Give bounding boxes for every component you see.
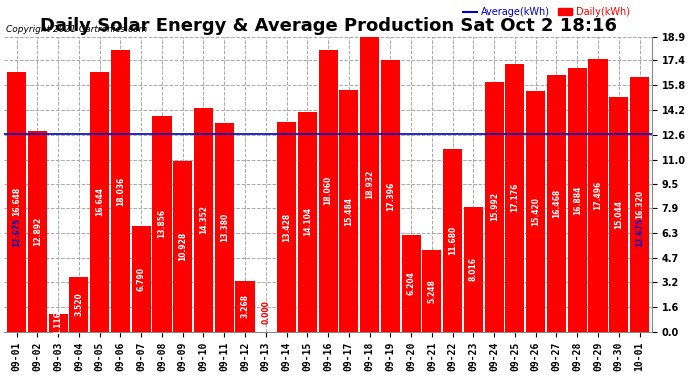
Text: 16.884: 16.884: [573, 185, 582, 215]
Text: 13.856: 13.856: [157, 209, 166, 238]
Text: 5.248: 5.248: [427, 279, 436, 303]
Bar: [235, 281, 255, 332]
Bar: [505, 64, 524, 332]
Bar: [464, 207, 483, 332]
Text: 12.675: 12.675: [635, 218, 644, 248]
Text: 0.000: 0.000: [262, 300, 270, 324]
Text: 13.428: 13.428: [282, 212, 291, 242]
Bar: [484, 82, 504, 332]
Text: 17.496: 17.496: [593, 181, 602, 210]
Bar: [132, 226, 150, 332]
Bar: [298, 112, 317, 332]
Bar: [152, 116, 172, 332]
Bar: [48, 314, 68, 332]
Text: 17.176: 17.176: [511, 183, 520, 212]
Text: 16.320: 16.320: [635, 190, 644, 219]
Text: 15.044: 15.044: [614, 200, 623, 229]
Bar: [568, 68, 586, 332]
Text: 15.484: 15.484: [344, 196, 353, 225]
Text: 15.420: 15.420: [531, 197, 540, 226]
Bar: [526, 91, 545, 332]
Text: 10.928: 10.928: [178, 232, 187, 261]
Text: 6.790: 6.790: [137, 267, 146, 291]
Bar: [402, 235, 421, 332]
Bar: [173, 161, 193, 332]
Text: 17.396: 17.396: [386, 182, 395, 211]
Text: 14.352: 14.352: [199, 205, 208, 234]
Text: 3.520: 3.520: [75, 292, 83, 316]
Bar: [630, 77, 649, 332]
Bar: [7, 72, 26, 332]
Text: 18.932: 18.932: [365, 170, 374, 199]
Text: 18.060: 18.060: [324, 176, 333, 206]
Bar: [70, 277, 88, 332]
Bar: [609, 97, 629, 332]
Text: 15.992: 15.992: [490, 192, 499, 222]
Bar: [339, 90, 358, 332]
Text: 11.680: 11.680: [448, 226, 457, 255]
Text: 12.675: 12.675: [12, 218, 21, 248]
Bar: [215, 123, 234, 332]
Text: 3.268: 3.268: [241, 294, 250, 318]
Text: 6.204: 6.204: [406, 272, 415, 295]
Bar: [443, 150, 462, 332]
Bar: [381, 60, 400, 332]
Bar: [360, 36, 379, 332]
Text: 12.892: 12.892: [33, 216, 42, 246]
Bar: [547, 75, 566, 332]
Text: 16.644: 16.644: [95, 188, 104, 216]
Text: 1.116: 1.116: [54, 311, 63, 335]
Legend: Average(kWh), Daily(kWh): Average(kWh), Daily(kWh): [459, 3, 634, 21]
Bar: [111, 50, 130, 332]
Bar: [589, 59, 608, 332]
Text: 14.104: 14.104: [303, 207, 312, 236]
Bar: [319, 50, 337, 332]
Text: 16.468: 16.468: [552, 189, 561, 218]
Bar: [422, 250, 442, 332]
Bar: [28, 130, 47, 332]
Text: 8.016: 8.016: [469, 257, 478, 281]
Bar: [277, 122, 296, 332]
Bar: [90, 72, 109, 332]
Bar: [194, 108, 213, 332]
Text: 13.380: 13.380: [219, 213, 229, 242]
Text: 16.648: 16.648: [12, 187, 21, 216]
Text: 18.036: 18.036: [116, 176, 125, 206]
Text: Copyright 2021 Cartronics.com: Copyright 2021 Cartronics.com: [6, 25, 148, 34]
Title: Daily Solar Energy & Average Production Sat Oct 2 18:16: Daily Solar Energy & Average Production …: [39, 17, 617, 35]
